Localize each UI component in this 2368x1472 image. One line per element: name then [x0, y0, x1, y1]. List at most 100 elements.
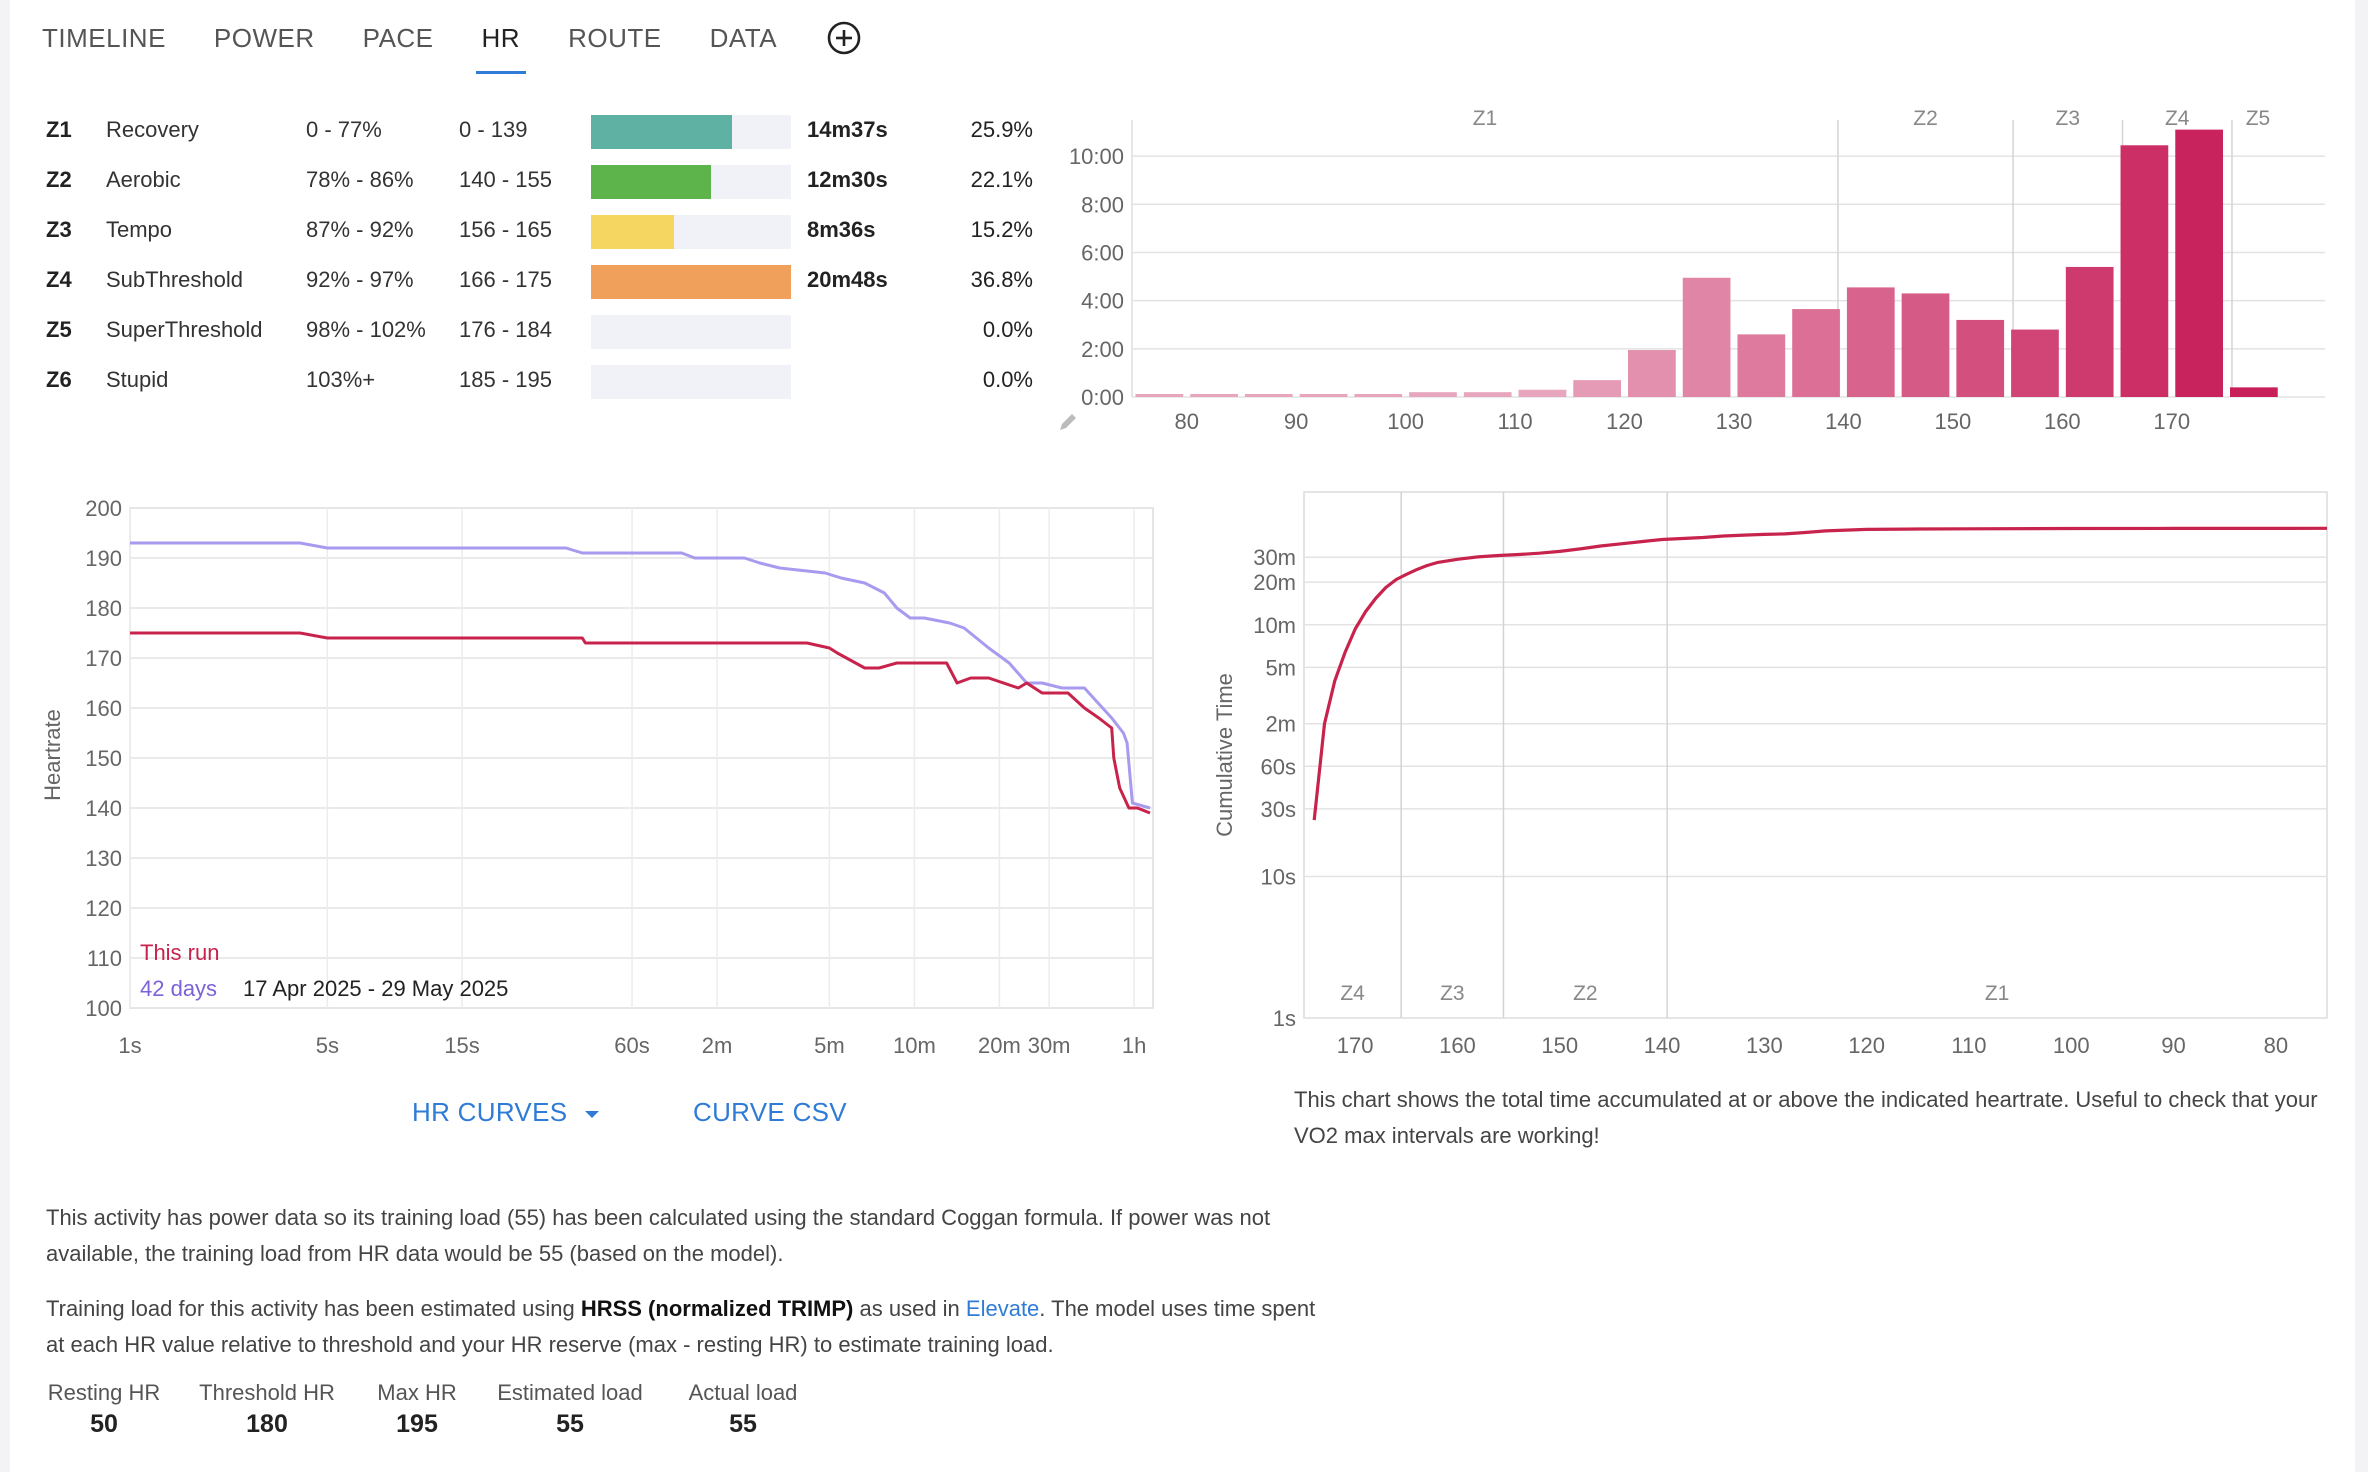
histogram-bar: [2011, 329, 2059, 397]
zone-row-z3: Z3 Tempo 87% - 92% 156 - 165 8m36s 15.2%: [46, 210, 1033, 250]
hr-curves-button[interactable]: HR CURVES: [412, 1097, 603, 1128]
curves-y-tick: 190: [85, 546, 122, 571]
histogram-bar: [1135, 394, 1184, 397]
stat-label: Estimated load: [497, 1380, 643, 1405]
histogram-y-tick: 2:00: [1081, 337, 1124, 362]
curve-series-line: [130, 631, 1151, 815]
stat-label: Max HR: [377, 1380, 457, 1405]
hr-curves-chart: 100 110 120 130 140 150 160 170 180 190 200 1s 5s 15s…: [40, 496, 1154, 1058]
zone-row-z2: Z2 Aerobic 78% - 86% 140 - 155 12m30s 22.1%: [46, 160, 1033, 200]
zone-percent-range: 92% - 97%: [306, 267, 414, 292]
hrss-note-text-2: as used in: [853, 1296, 966, 1321]
curves-y-tick: 170: [85, 646, 122, 671]
curves-x-tick: 1h: [1122, 1033, 1146, 1058]
histogram-bar: [1299, 394, 1348, 397]
histogram-bar: [1628, 350, 1676, 397]
zone-row-z1: Z1 Recovery 0 - 77% 0 - 139 14m37s 25.9%: [46, 110, 1033, 150]
histogram-bar: [2065, 266, 2114, 397]
stat-label: Actual load: [688, 1380, 798, 1405]
tab-pace[interactable]: PACE: [362, 23, 434, 53]
curves-y-tick: 200: [85, 496, 122, 521]
curves-y-tick: 140: [85, 796, 122, 821]
zone-share-bar: [591, 315, 791, 349]
activity-hr-panel: TIMELINE POWER PACE HR ROUTE DATA Z1 Reco…: [10, 0, 2355, 1472]
zone-name: Tempo: [106, 217, 173, 242]
stat-value: 50: [90, 1410, 118, 1438]
zone-share-bar: [591, 365, 791, 399]
zone-id: Z5: [46, 317, 72, 342]
plus-circle-icon: [827, 21, 861, 55]
cumulative-y-axis-label: Cumulative Time: [1212, 673, 1237, 837]
histogram-zone-label: Z2: [1913, 107, 1938, 130]
caret-down-icon: [584, 1111, 599, 1119]
add-tab-button[interactable]: [825, 0, 863, 76]
cumulative-zone-label: Z3: [1440, 982, 1465, 1005]
histogram-zone-label: Z5: [2246, 107, 2271, 130]
tab-data[interactable]: DATA: [709, 23, 778, 53]
zone-hr-range: 166 - 175: [459, 267, 552, 292]
histogram-x-tick: 80: [1174, 409, 1198, 434]
zone-time: 14m37s: [807, 117, 888, 142]
cumulative-y-tick: 30m: [1253, 545, 1296, 570]
zone-row-z6: Z6 Stupid 103%+ 185 - 195 0.0%: [46, 360, 1033, 400]
zone-percent-range: 0 - 77%: [306, 117, 382, 142]
curves-x-tick: 60s: [614, 1033, 649, 1058]
hr-histogram-chart: 0:00 2:00 4:00 6:00 8:00 10:00 Z1 Z2 Z3 Z4 Z5 80 90 1…: [1069, 107, 2325, 434]
tab-hr[interactable]: HR: [475, 0, 526, 76]
zone-row-z5: Z5 SuperThreshold 98% - 102% 176 - 184 0.0%: [46, 310, 1033, 350]
zone-id: Z4: [46, 267, 72, 292]
elevate-link[interactable]: Elevate: [965, 1296, 1040, 1321]
curves-y-tick: 100: [85, 996, 122, 1021]
histogram-y-tick: 6:00: [1081, 240, 1124, 265]
cumulative-y-tick: 2m: [1265, 712, 1296, 737]
curves-x-tick: 5m: [814, 1033, 845, 1058]
curves-x-tick: 10m: [893, 1033, 936, 1058]
tab-timeline[interactable]: TIMELINE: [42, 23, 166, 53]
zone-hr-range: 140 - 155: [459, 167, 552, 192]
cumulative-x-tick: 130: [1746, 1033, 1783, 1058]
zone-percent-range: 98% - 102%: [306, 317, 426, 342]
tab-route[interactable]: ROUTE: [568, 23, 662, 53]
stat-max-hr: Max HR 195: [369, 1380, 465, 1439]
curve-series-line: [130, 541, 1151, 810]
zone-name: Aerobic: [106, 167, 181, 192]
stat-threshold-hr: Threshold HR 180: [194, 1380, 340, 1439]
stat-value: 180: [246, 1410, 288, 1438]
histogram-bar: [1190, 394, 1238, 397]
cumulative-x-tick: 120: [1848, 1033, 1885, 1058]
legend-42-days: 42 days: [140, 976, 217, 1001]
cumulative-y-tick: 1s: [1273, 1006, 1296, 1031]
curves-y-tick: 150: [85, 746, 122, 771]
histogram-bar: [2120, 145, 2169, 397]
zone-share-bar: [591, 215, 791, 249]
histogram-y-tick: 0:00: [1081, 385, 1124, 410]
stat-actual-load: Actual load 55: [677, 1380, 809, 1439]
cumulative-zone-label: Z2: [1573, 982, 1598, 1005]
zone-id: Z3: [46, 217, 72, 242]
stat-label: Resting HR: [47, 1380, 161, 1405]
zone-hr-range: 0 - 139: [459, 117, 528, 142]
tab-power[interactable]: POWER: [213, 23, 315, 53]
zone-row-z4: Z4 SubThreshold 92% - 97% 166 - 175 20m48s 36…: [46, 260, 1033, 300]
zone-share-percent: 22.1%: [970, 167, 1033, 192]
zone-share-percent: 15.2%: [970, 217, 1033, 242]
zone-name: Stupid: [106, 367, 169, 392]
zone-share-bar-fill: [591, 115, 732, 149]
histogram-bar: [1354, 394, 1403, 397]
cumulative-x-tick: 110: [1951, 1033, 1986, 1058]
histogram-bar: [1956, 319, 2005, 397]
zone-share-percent: 36.8%: [970, 267, 1033, 292]
histogram-x-tick: 150: [1935, 409, 1972, 434]
cumulative-zone-label: Z1: [1985, 982, 2010, 1005]
cumulative-x-tick: 90: [2161, 1033, 2185, 1058]
curve-csv-button[interactable]: CURVE CSV: [693, 1097, 847, 1127]
hrss-note-text-3: . The model uses time spent at each HR v…: [46, 1296, 1316, 1357]
histogram-zone-label: Z1: [1473, 107, 1498, 130]
edit-icon[interactable]: [1056, 410, 1080, 434]
zone-name: Recovery: [106, 117, 199, 142]
histogram-bar: [2229, 387, 2278, 397]
stat-value: 195: [396, 1410, 438, 1438]
zone-share-bar: [591, 115, 791, 149]
histogram-bar: [1244, 394, 1293, 397]
training-load-note: This activity has power data so its trai…: [46, 1205, 1271, 1266]
